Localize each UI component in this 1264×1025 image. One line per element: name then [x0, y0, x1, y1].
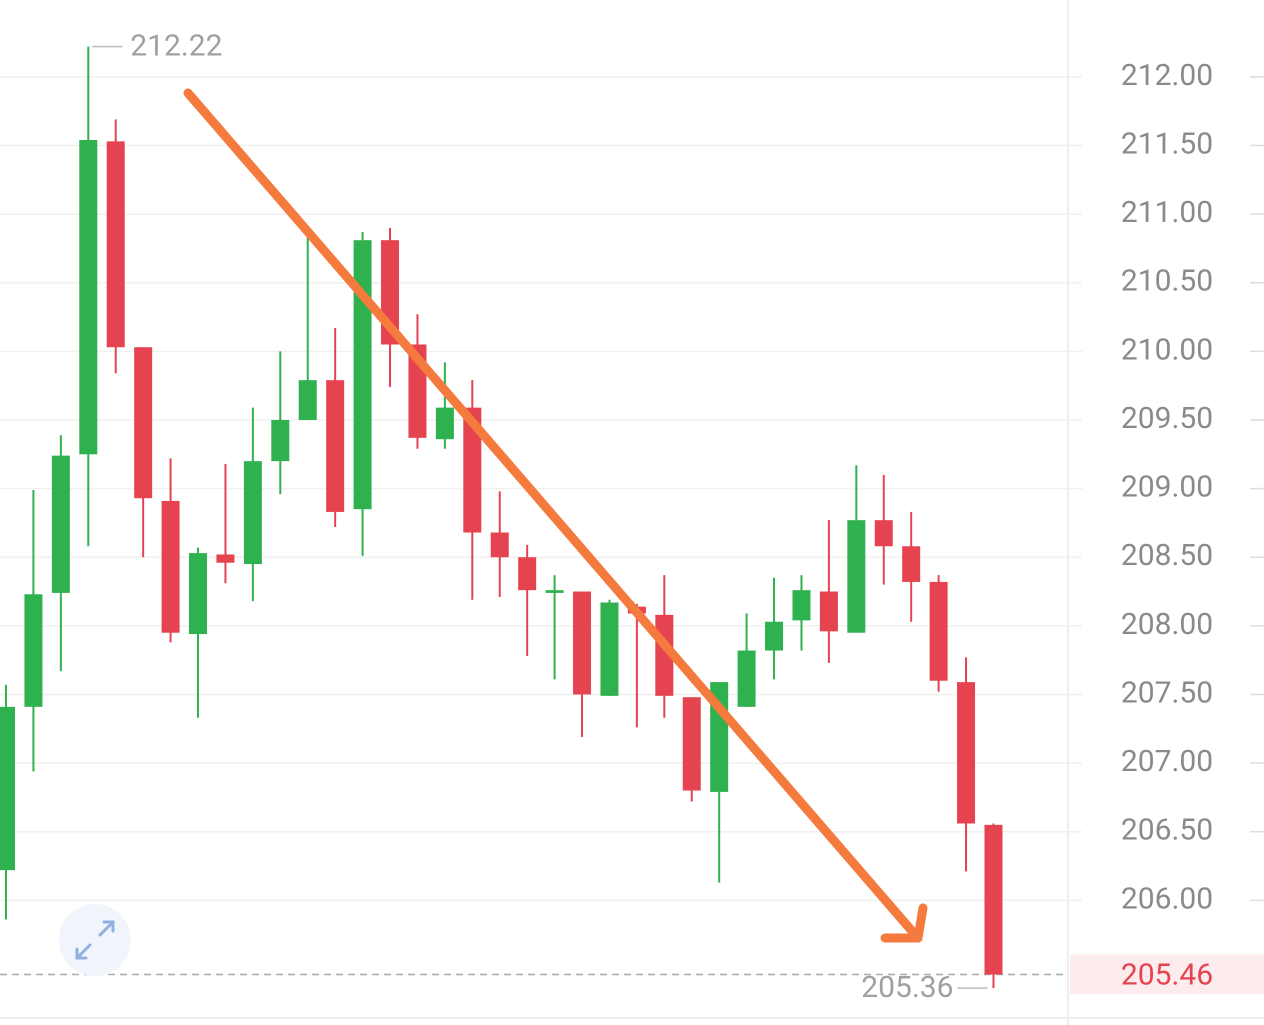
y-tick-label: 206.50	[1121, 813, 1213, 848]
candle-body	[0, 706, 15, 871]
candle-body	[463, 407, 482, 533]
candle-body	[819, 591, 838, 632]
candle-body	[24, 594, 43, 707]
candle-body	[682, 697, 701, 791]
candle-body	[847, 520, 866, 633]
candle-body	[161, 500, 180, 633]
candle-body	[518, 557, 537, 591]
y-tick-label: 208.50	[1121, 538, 1213, 573]
trend-arrow	[183, 88, 928, 943]
candle-body	[51, 455, 70, 593]
candle-body	[957, 682, 976, 824]
plot: 206.00 206.50 207.00 207.50 208.00 208.50 209.…	[0, 29, 1264, 1005]
candle-body	[271, 419, 290, 462]
candle-body	[189, 553, 208, 635]
y-tick-label: 207.00	[1121, 744, 1213, 779]
candle-body	[79, 139, 98, 455]
candle-body	[134, 347, 153, 499]
candle-body	[243, 461, 262, 565]
expand-button[interactable]	[59, 904, 131, 976]
y-tick-label: 209.00	[1121, 470, 1213, 505]
candle-body	[792, 590, 811, 621]
candle-body	[737, 650, 756, 707]
candle-body	[298, 380, 317, 420]
y-tick-label: 209.50	[1121, 401, 1213, 436]
last-price-box	[1070, 954, 1264, 995]
y-tick-label: 211.50	[1121, 126, 1213, 161]
y-tick-label: 207.50	[1121, 675, 1213, 710]
candle-body	[984, 824, 1003, 975]
y-tick-label: 212.00	[1121, 58, 1213, 93]
candle-body	[106, 141, 125, 348]
high-label: 212.22	[130, 29, 222, 64]
y-tick-label: 211.00	[1121, 195, 1213, 230]
candle-body	[435, 407, 454, 440]
y-tick-label: 206.00	[1121, 881, 1213, 916]
candle-body	[874, 520, 893, 547]
candle-body	[545, 590, 564, 593]
candle-body	[326, 380, 345, 512]
candle-body	[490, 532, 509, 558]
y-tick-label: 208.00	[1121, 607, 1213, 642]
y-tick-label: 210.00	[1121, 332, 1213, 367]
candle-body	[573, 591, 592, 695]
candle-body	[216, 554, 235, 563]
y-tick-label: 210.50	[1121, 264, 1213, 299]
low-label: 205.36	[861, 970, 953, 1005]
candle-body	[353, 240, 372, 510]
candle-body	[902, 546, 921, 582]
candle-body	[929, 581, 948, 681]
candle-body	[765, 621, 784, 651]
candle-body	[600, 602, 619, 696]
last-price-label: 205.46	[1121, 957, 1213, 992]
